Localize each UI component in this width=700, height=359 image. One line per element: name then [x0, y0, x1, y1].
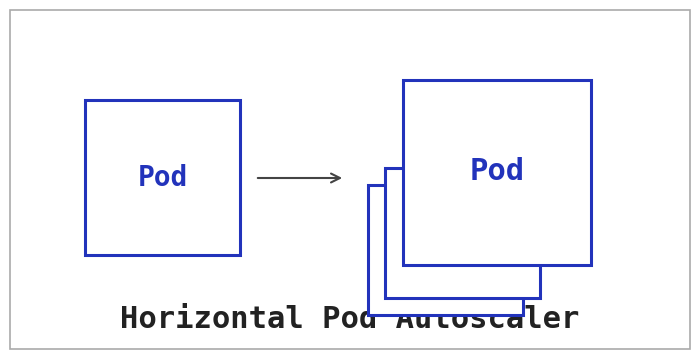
Text: Horizontal Pod Autoscaler: Horizontal Pod Autoscaler	[120, 306, 580, 335]
Text: Pod: Pod	[470, 158, 524, 186]
Bar	[403, 80, 591, 265]
Text: Pod: Pod	[137, 163, 188, 191]
Bar	[368, 185, 523, 315]
Bar	[85, 100, 240, 255]
Bar	[385, 168, 540, 298]
